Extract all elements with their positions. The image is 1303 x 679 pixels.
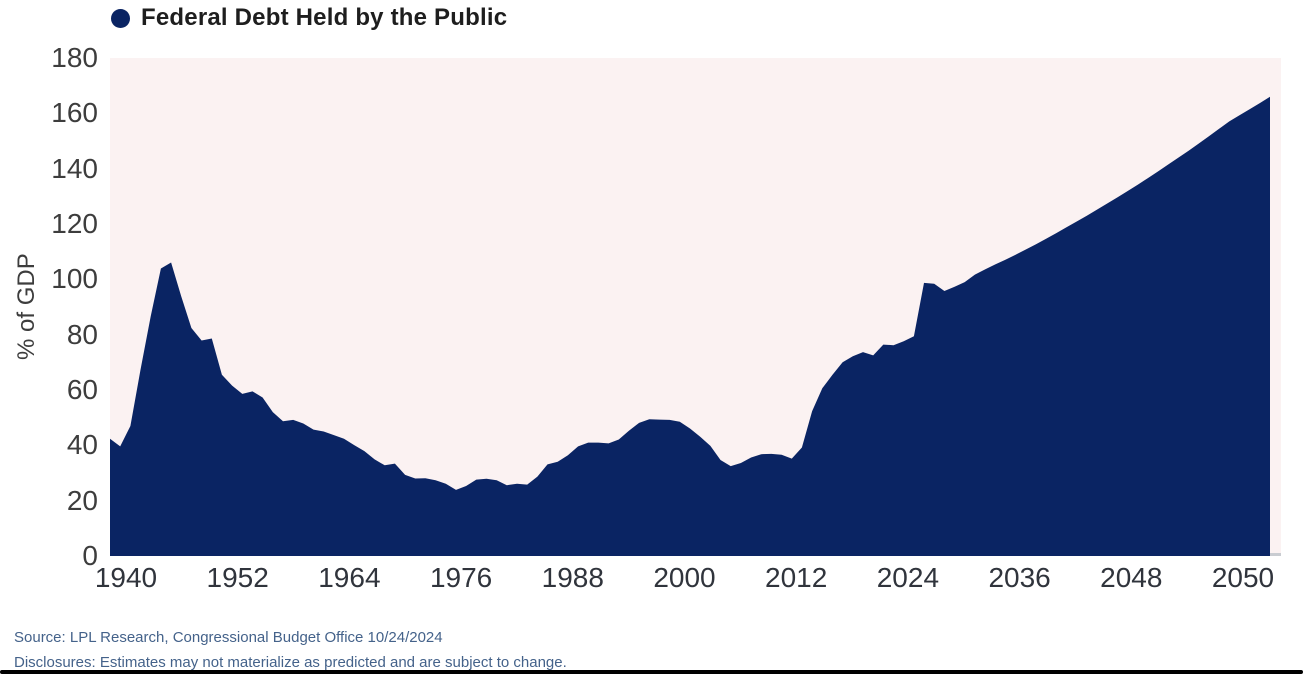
legend-marker-icon [111, 8, 130, 28]
plot-area [110, 58, 1281, 556]
debt-area-series [110, 96, 1270, 556]
y-tick-label: 120 [51, 208, 98, 239]
x-tick-label: 2012 [765, 562, 828, 593]
y-tick-label: 20 [66, 484, 98, 516]
bottom-border-bar [0, 670, 1303, 674]
y-tick-label: 40 [66, 429, 98, 461]
y-tick-label: 0 [82, 540, 98, 571]
y-tick-label: 160 [51, 97, 98, 129]
x-tick-label: 2036 [988, 562, 1051, 593]
x-tick-label: 1988 [541, 562, 604, 593]
disclosures-text: Disclosures: Estimates may not materiali… [14, 654, 567, 671]
x-tick-label: 2000 [653, 562, 716, 593]
y-tick-label: 80 [66, 318, 98, 350]
y-tick-label: 140 [51, 152, 98, 184]
x-tick-label: 1940 [94, 562, 158, 593]
x-tick-label: 2048 [1100, 562, 1163, 593]
legend-label: Federal Debt Held by the Public [141, 4, 508, 31]
x-tick-label: 1952 [206, 562, 269, 593]
y-axis-title: % of GDP [13, 253, 40, 361]
y-tick-label: 100 [51, 263, 98, 295]
source-text: Source: LPL Research, Congressional Budg… [14, 629, 443, 646]
x-tick-label: 2024 [876, 562, 940, 593]
y-tick-label: 60 [66, 374, 98, 405]
x-tick-label: 1964 [318, 562, 381, 593]
x-tick-label: 1976 [429, 562, 493, 593]
y-tick-label: 180 [51, 42, 98, 73]
x-tick-label: 2050 [1211, 562, 1275, 593]
legend: Federal Debt Held by the Public [111, 4, 507, 32]
debt-area-chart [110, 96, 1281, 556]
